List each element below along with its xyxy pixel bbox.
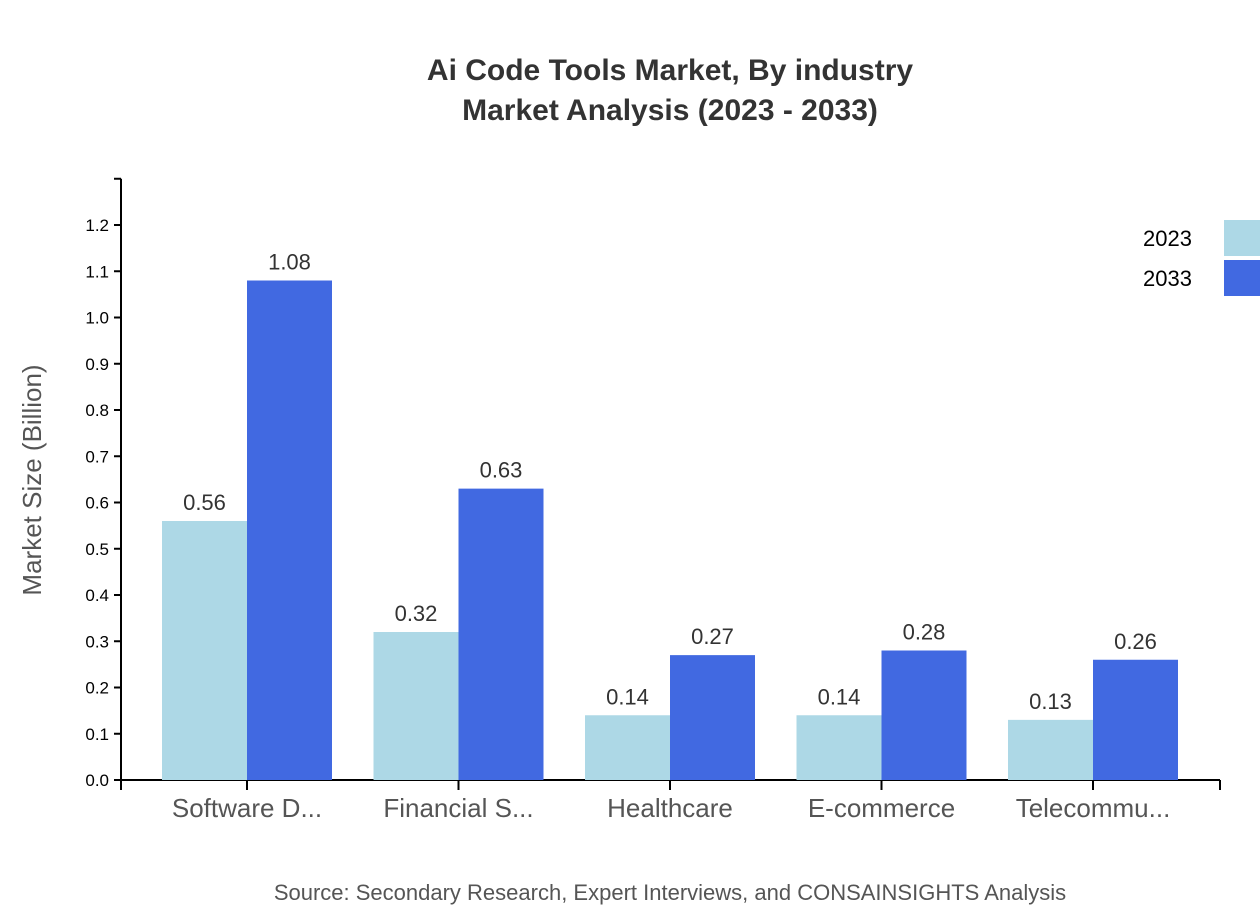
data-label: 1.08 xyxy=(268,250,311,275)
x-tick-label: Healthcare xyxy=(607,793,733,823)
data-label: 0.28 xyxy=(903,620,946,645)
data-label: 0.26 xyxy=(1114,629,1157,654)
y-tick-label: 0.6 xyxy=(85,494,109,513)
source-note: Source: Secondary Research, Expert Inter… xyxy=(274,880,1066,905)
y-tick-label: 0.1 xyxy=(85,725,109,744)
chart-subtitle: Market Analysis (2023 - 2033) xyxy=(462,94,878,127)
y-axis-label: Market Size (Billion) xyxy=(17,364,47,595)
bar-2023 xyxy=(373,632,459,780)
bar-2033 xyxy=(458,488,544,780)
legend-swatch-2023 xyxy=(1224,220,1260,256)
y-tick-label: 0.3 xyxy=(85,632,109,651)
data-label: 0.27 xyxy=(691,624,734,649)
legend-label: 2023 xyxy=(1143,226,1192,251)
bar-2033 xyxy=(670,655,755,780)
bar-2033 xyxy=(247,280,332,780)
data-label: 0.14 xyxy=(818,684,861,709)
data-label: 0.32 xyxy=(395,601,438,626)
data-label: 0.14 xyxy=(606,684,649,709)
legend-swatch-2033 xyxy=(1224,260,1260,296)
y-tick-label: 0.0 xyxy=(85,771,109,790)
bars: 0.56 1.08 0.32 0.63 0.14 0.27 0.14 0.28 0.13 0.26 xyxy=(162,250,1178,780)
data-label: 0.63 xyxy=(480,458,523,483)
bar-2023 xyxy=(162,521,247,780)
y-tick-label: 0.5 xyxy=(85,540,109,559)
y-tick-label: 1.1 xyxy=(85,262,109,281)
y-tick-label: 0.7 xyxy=(85,447,109,466)
x-tick-label: E-commerce xyxy=(808,793,955,823)
bar-2023 xyxy=(585,715,670,780)
legend-label: 2033 xyxy=(1143,266,1192,291)
y-tick-label: 1.2 xyxy=(85,216,109,235)
bar-2023 xyxy=(796,715,882,780)
chart-title: Ai Code Tools Market, By industry xyxy=(427,54,913,87)
bar-2023 xyxy=(1008,719,1093,780)
y-tick-label: 0.4 xyxy=(85,586,109,605)
y-tick-label: 0.9 xyxy=(85,355,109,374)
bar-2033 xyxy=(1093,659,1178,780)
data-label: 0.56 xyxy=(183,490,226,515)
legend: 2023 2033 xyxy=(1143,220,1260,296)
x-tick-label: Software D... xyxy=(172,793,322,823)
x-tick-label: Financial S... xyxy=(383,793,533,823)
y-tick-label: 0.8 xyxy=(85,401,109,420)
y-tick-label: 1.0 xyxy=(85,309,109,328)
data-label: 0.13 xyxy=(1029,689,1072,714)
y-axis: 0.0 0.1 0.2 0.3 0.4 0.5 0.6 0.7 0.8 0.9 1.0 1.1 1.2 xyxy=(85,177,122,790)
bar-2033 xyxy=(881,650,967,780)
x-axis: Software D... Financial S... Healthcare E-c… xyxy=(120,779,1221,823)
x-tick-label: Telecommu... xyxy=(1016,793,1171,823)
y-tick-label: 0.2 xyxy=(85,679,109,698)
